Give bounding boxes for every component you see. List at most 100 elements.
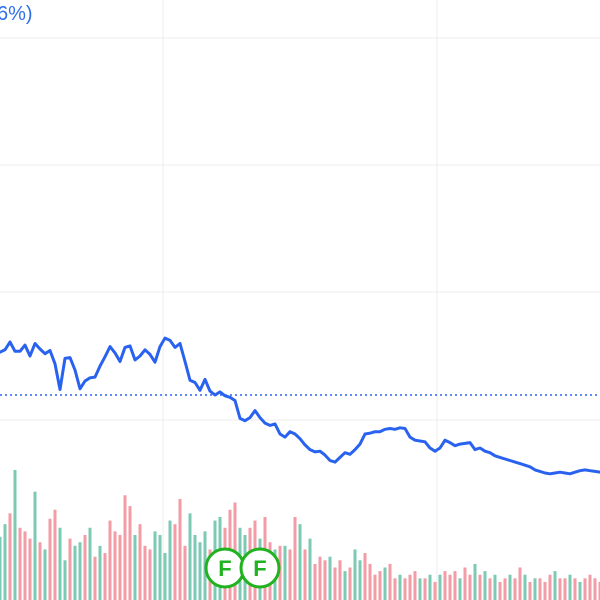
volume-bar [73,545,77,600]
volume-bar [593,578,597,600]
volume-bar [0,536,2,600]
volume-bar [553,571,557,600]
volume-bar [153,531,157,600]
volume-bar [148,549,152,600]
volume-bar [528,581,532,600]
volume-bar [418,578,422,600]
volume-bar [538,578,542,600]
volume-bar [168,520,172,600]
volume-bar [508,574,512,600]
volume-bar [458,578,462,600]
volume-bar [373,574,377,600]
event-marker-label: F [253,556,266,581]
event-marker-circle [239,547,281,589]
volume-bar [198,542,202,600]
volume-bar [108,520,112,600]
volume-bar [343,571,347,600]
volume-bar [78,542,82,600]
volume-bar [463,567,467,600]
volume-bar [163,553,167,600]
volume-bar [438,574,442,600]
volume-bar [483,571,487,600]
volume-bar [388,563,392,600]
volume-bar [53,509,57,600]
volume-bar [533,578,537,600]
volume-bar [178,498,182,600]
volume-bar [323,560,327,600]
volume-bar [48,518,52,600]
price-line[interactable] [0,336,600,476]
volume-bar [568,574,572,600]
volume-bar [383,567,387,600]
volume-bar [393,578,397,600]
volume-bar [493,574,497,600]
volume-bar [118,535,122,600]
volume-bar [23,531,27,600]
volume-bar [398,574,402,600]
volume-bar [28,538,32,600]
volume-bar [598,581,600,600]
volume-bar [158,535,162,600]
volume-bar [308,538,312,600]
volume-bar [63,560,67,600]
volume-bar [283,545,287,600]
volume-bar [433,581,437,600]
volume-bar [448,574,452,600]
volume-bar [193,535,197,600]
volume-bar [3,524,7,600]
volume-bar [278,545,282,600]
volume-bar [58,527,62,600]
volume-bar [98,545,102,600]
volume-bar [503,578,507,600]
volume-bar [123,495,127,600]
volume-bar [293,516,297,600]
volume-bar [428,574,432,600]
volume-bar [173,524,177,600]
volume-bar [133,535,137,600]
volume-bar [68,538,72,600]
volume-bar [403,578,407,600]
volume-bar [468,574,472,600]
volume-bar [333,567,337,600]
event-marker[interactable]: F [239,547,281,589]
volume-bar [478,574,482,600]
event-marker-label: F [218,556,231,581]
volume-bar [93,556,97,600]
volume-bar [583,578,587,600]
volume-bar [378,571,382,600]
volume-bar [588,574,592,600]
volume-bar [38,542,42,600]
volume-bar [543,581,547,600]
volume-bar [298,524,302,600]
volume-bar [453,571,457,600]
volume-bar [338,560,342,600]
volume-bar [558,578,562,600]
volume-bar [513,578,517,600]
volume-bar [88,527,92,600]
volume-bar [313,563,317,600]
event-marker[interactable]: F [204,547,246,589]
volume-bar [143,545,147,600]
volume-bar [288,549,292,600]
volume-bar [518,567,522,600]
volume-bar [488,578,492,600]
volume-bar [83,535,87,600]
volume-bar [183,545,187,600]
volume-bar [408,574,412,600]
volume-bar [33,491,37,600]
volume-bar [423,578,427,600]
volume-bar [18,527,22,600]
volume-bar [318,556,322,600]
volume-bar [13,470,17,600]
volume-bar [353,549,357,600]
volume-bar [188,513,192,600]
volume-bar [578,581,582,600]
volume-bar [443,571,447,600]
volume-bar [358,560,362,600]
volume-bar [103,553,107,600]
volume-bar [43,549,47,600]
volume-bar [113,531,117,600]
